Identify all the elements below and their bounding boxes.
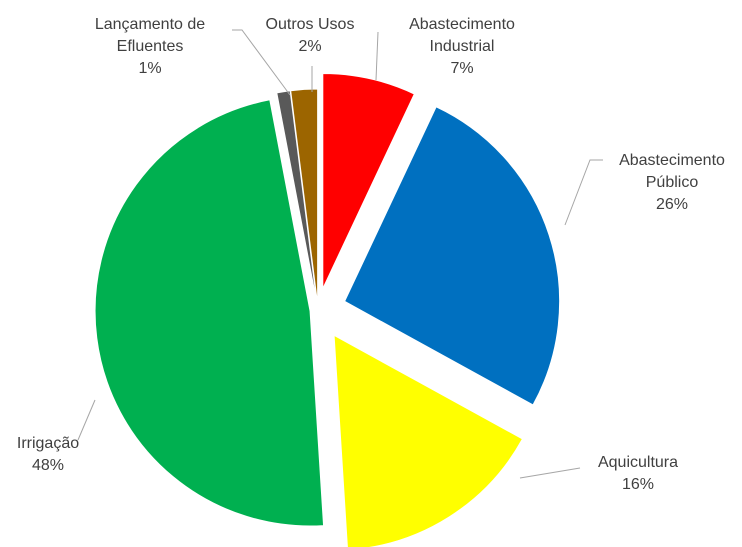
category-name: Aquicultura <box>597 454 679 471</box>
leader-line <box>77 399 96 441</box>
percent-label: 48% <box>31 457 65 474</box>
pie-slice <box>94 99 325 527</box>
percent-label: 7% <box>450 60 474 77</box>
data-label: Abastecimento Público 26% <box>607 150 737 216</box>
percent-label: 26% <box>655 196 689 213</box>
percent-label: 1% <box>138 60 162 77</box>
pie-slice <box>322 73 416 289</box>
data-label: Outros Usos 2% <box>225 14 395 58</box>
leader-line <box>232 29 291 96</box>
percent-label: 2% <box>298 38 322 55</box>
data-label: Abastecimento Industrial 7% <box>392 14 532 80</box>
category-name: Outros Usos <box>265 16 355 33</box>
leader-line <box>375 31 379 81</box>
percent-label: 16% <box>621 476 655 493</box>
category-name: Lançamento de Efluentes <box>94 16 206 55</box>
pie-slice <box>290 88 319 305</box>
slices <box>94 73 561 547</box>
pie-slice <box>333 334 524 547</box>
data-label: Irrigação 48% <box>3 433 93 477</box>
category-name: Abastecimento Público <box>619 152 725 191</box>
category-name: Abastecimento Industrial <box>409 16 515 55</box>
data-label: Aquicultura 16% <box>553 452 723 496</box>
category-name: Irrigação <box>16 435 80 452</box>
data-label: Lançamento de Efluentes 1% <box>80 14 220 80</box>
pie-slice <box>276 90 318 305</box>
leader-line <box>519 467 581 479</box>
pie-slice <box>343 106 561 406</box>
leader-line <box>564 159 603 226</box>
